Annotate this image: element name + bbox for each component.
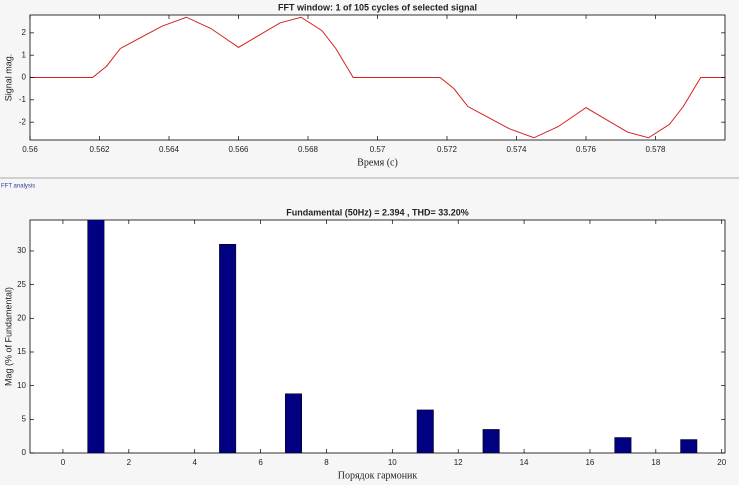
y-tick-label: 1: [22, 50, 27, 59]
x-tick-label: 0.564: [159, 145, 180, 154]
y-tick-label: 10: [17, 381, 26, 390]
x-tick-label: 0.56: [22, 145, 38, 154]
bar: [614, 437, 632, 453]
y-tick-label: 0: [22, 448, 27, 457]
x-tick-label: 16: [585, 458, 594, 467]
panel-label: FFT analysis: [1, 184, 35, 190]
marks: [30, 16, 725, 139]
bar: [285, 393, 302, 453]
x-tick-label: 0.566: [228, 145, 249, 154]
chart-title: Fundamental (50Hz) = 2.394 , THD= 33.20%: [286, 207, 469, 217]
x-axis-label: Время (с): [357, 157, 398, 168]
y-axis-label: Signal mag.: [3, 54, 13, 102]
x-tick-label: 0.578: [645, 145, 666, 154]
x-tick-label: 14: [520, 458, 529, 467]
y-tick-label: -1: [19, 95, 27, 104]
y-tick-label: 0: [22, 73, 27, 82]
x-tick-label: 6: [258, 458, 263, 467]
bar: [680, 439, 698, 453]
y-tick-label: 15: [17, 347, 26, 356]
plot-area: [29, 219, 726, 454]
x-tick-label: 0.562: [89, 145, 110, 154]
x-tick-label: 18: [651, 458, 660, 467]
x-tick-label: 12: [454, 458, 463, 467]
x-tick-label: 20: [717, 458, 726, 467]
signal-line: [30, 16, 725, 139]
x-tick-label: 0.57: [370, 145, 386, 154]
bar: [87, 220, 105, 453]
chart-title: FFT window: 1 of 105 cycles of selected …: [278, 2, 477, 12]
y-tick-label: 2: [22, 28, 27, 37]
y-axis-label: Mag (% of Fundamental): [3, 287, 13, 386]
x-axis-label: Порядок гармоник: [338, 470, 418, 481]
x-tick-label: 0.574: [506, 145, 527, 154]
x-tick-label: 0.572: [437, 145, 458, 154]
y-tick-label: 5: [22, 414, 27, 423]
marks: [87, 220, 698, 453]
y-tick-label: 30: [17, 246, 26, 255]
x-tick-label: 10: [388, 458, 397, 467]
x-tick-label: 0.576: [576, 145, 597, 154]
x-tick-label: 2: [127, 458, 132, 467]
y-tick-label: -2: [19, 117, 27, 126]
x-tick-label: 4: [192, 458, 197, 467]
x-tick-label: 0.568: [298, 145, 319, 154]
x-tick-label: 0: [61, 458, 66, 467]
y-tick-label: 25: [17, 280, 26, 289]
bar: [219, 243, 237, 453]
x-tick-label: 8: [324, 458, 329, 467]
bar: [416, 409, 434, 453]
y-tick-label: 20: [17, 313, 26, 322]
bar: [482, 429, 500, 453]
